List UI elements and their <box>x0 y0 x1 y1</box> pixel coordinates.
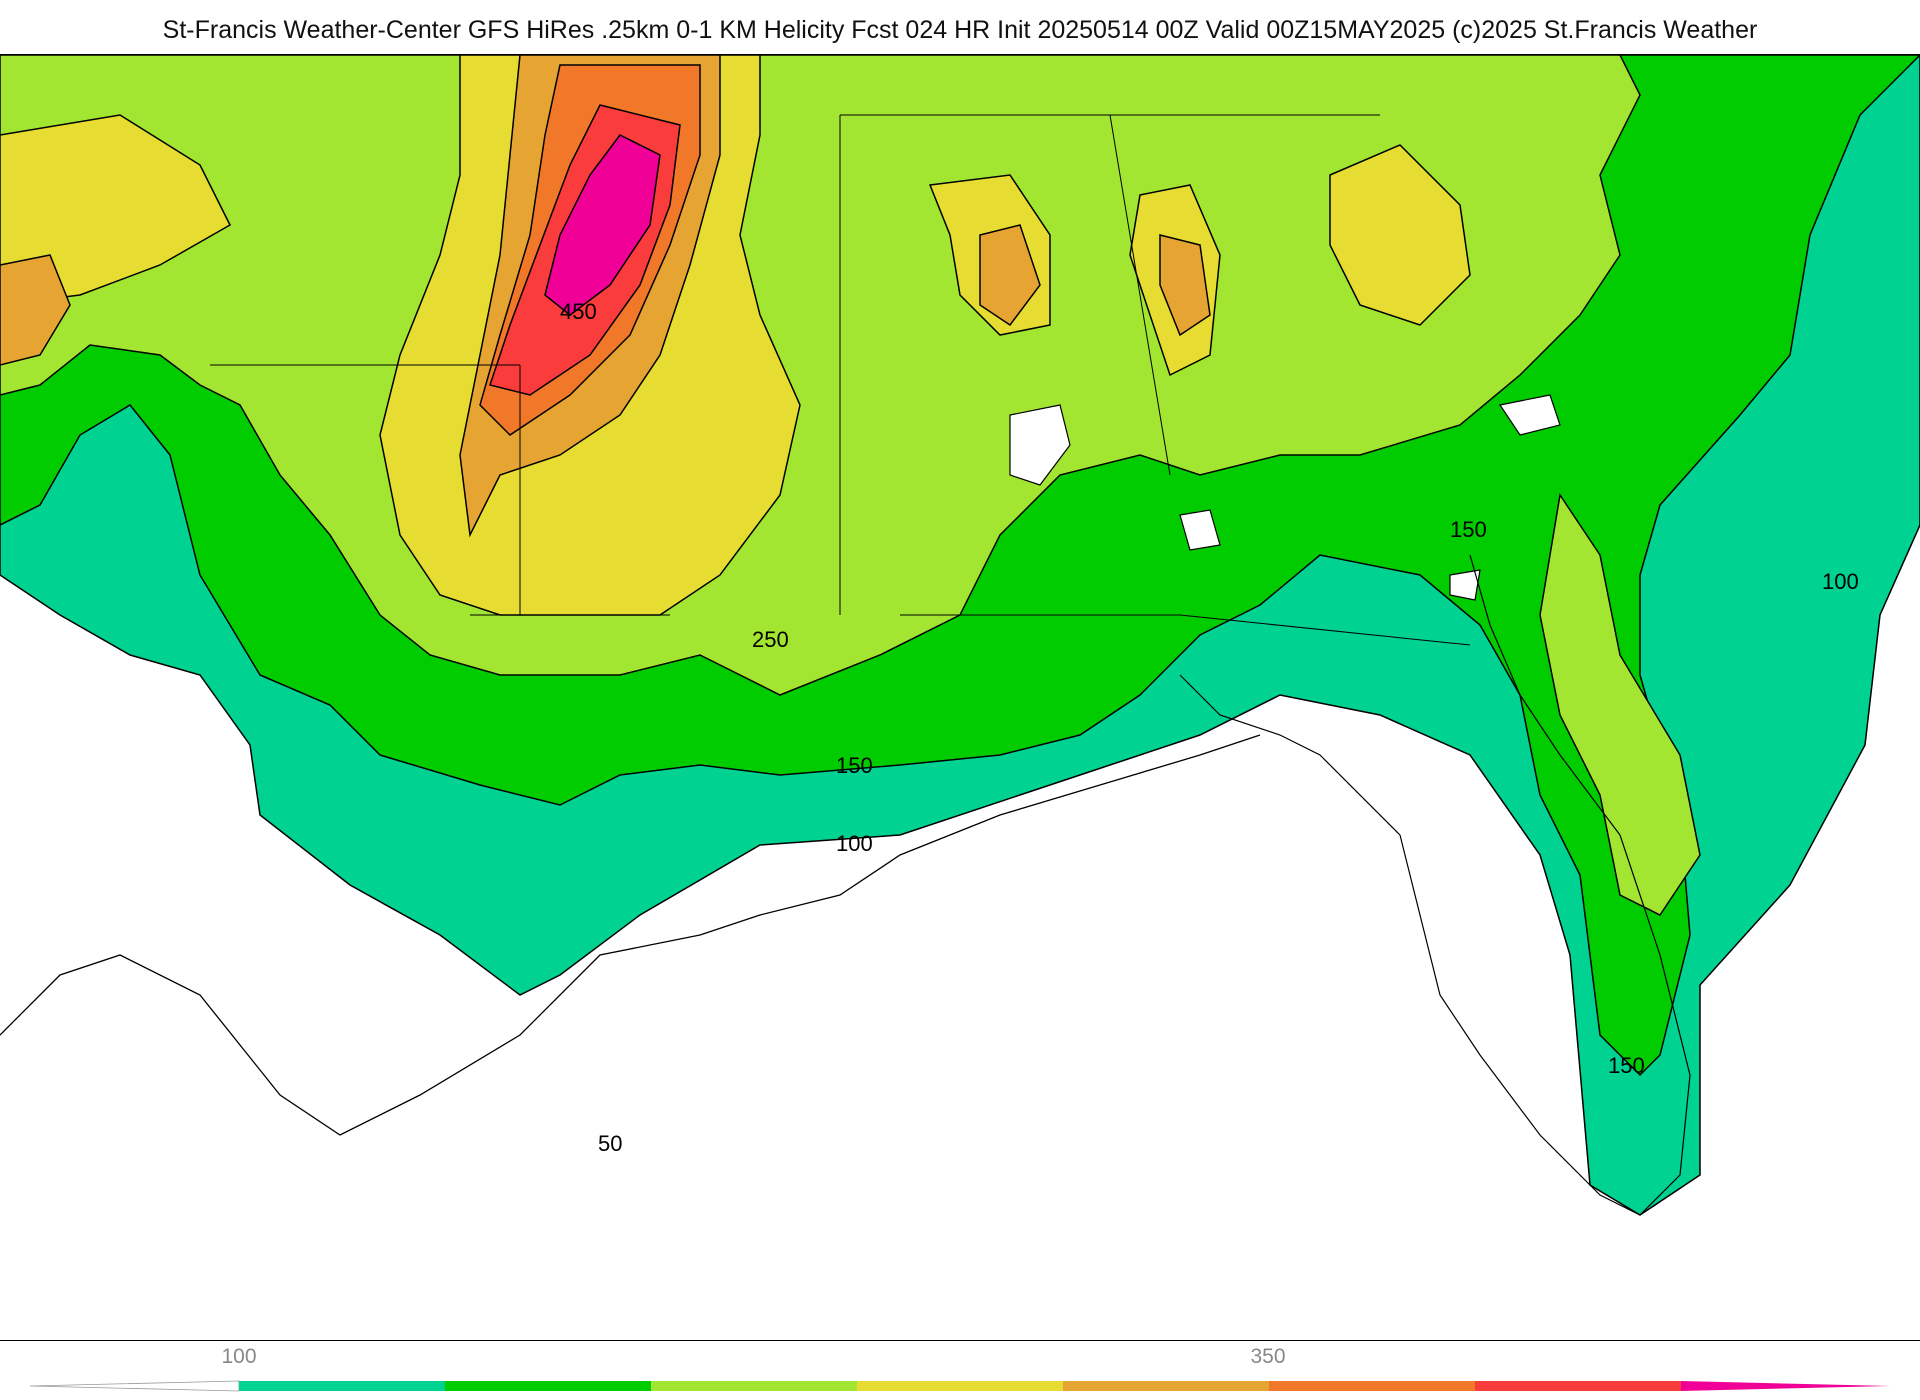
coastline <box>1179 554 1691 1216</box>
helicity-band-300-north <box>979 224 1041 327</box>
helicity-band-450 <box>544 134 661 316</box>
helicity-map: 450 250 150 150 100 100 150 50 <box>0 55 1920 1216</box>
helicity-contour-50 <box>0 734 1261 1136</box>
contour-label: 450 <box>560 299 597 324</box>
helicity-pocket-low <box>1449 569 1481 601</box>
contour-label: 150 <box>836 753 873 778</box>
helicity-pocket-low <box>1499 394 1561 436</box>
color-legend: 100 350 <box>0 1341 1920 1400</box>
helicity-pocket-low <box>1009 404 1071 486</box>
contour-label: 50 <box>598 1131 622 1156</box>
map-title: St-Francis Weather-Center GFS HiRes .25k… <box>162 16 1758 44</box>
contour-label: 250 <box>752 627 789 652</box>
legend-swatch <box>857 1381 1063 1391</box>
helicity-band-300-west <box>0 254 71 366</box>
contour-label: 100 <box>836 831 873 856</box>
legend-swatch <box>1063 1381 1269 1391</box>
legend-bar <box>29 1380 1890 1392</box>
state-border <box>210 114 1471 646</box>
contour-label: 150 <box>1608 1053 1645 1078</box>
helicity-band-250-ne <box>1329 144 1471 326</box>
map-panel: 450 250 150 150 100 100 150 50 <box>0 54 1920 1341</box>
legend-under-arrow <box>29 1380 240 1392</box>
helicity-band-200-east-coast <box>1539 493 1701 916</box>
legend-tick-label: 100 <box>221 1345 257 1368</box>
legend-swatch <box>1269 1381 1475 1391</box>
helicity-band-300-mid <box>1159 234 1211 337</box>
helicity-pocket-low <box>1179 509 1221 551</box>
legend-swatch <box>1475 1381 1681 1391</box>
legend-swatch <box>239 1381 445 1391</box>
legend-tick-label: 350 <box>1250 1345 1286 1368</box>
legend-swatch <box>651 1381 857 1391</box>
legend-over-arrow <box>1681 1381 1890 1391</box>
legend-swatch <box>445 1381 651 1391</box>
contour-label: 100 <box>1822 569 1859 594</box>
contour-labels: 450 250 150 150 100 100 150 50 <box>560 299 1859 1156</box>
contour-label: 150 <box>1450 517 1487 542</box>
